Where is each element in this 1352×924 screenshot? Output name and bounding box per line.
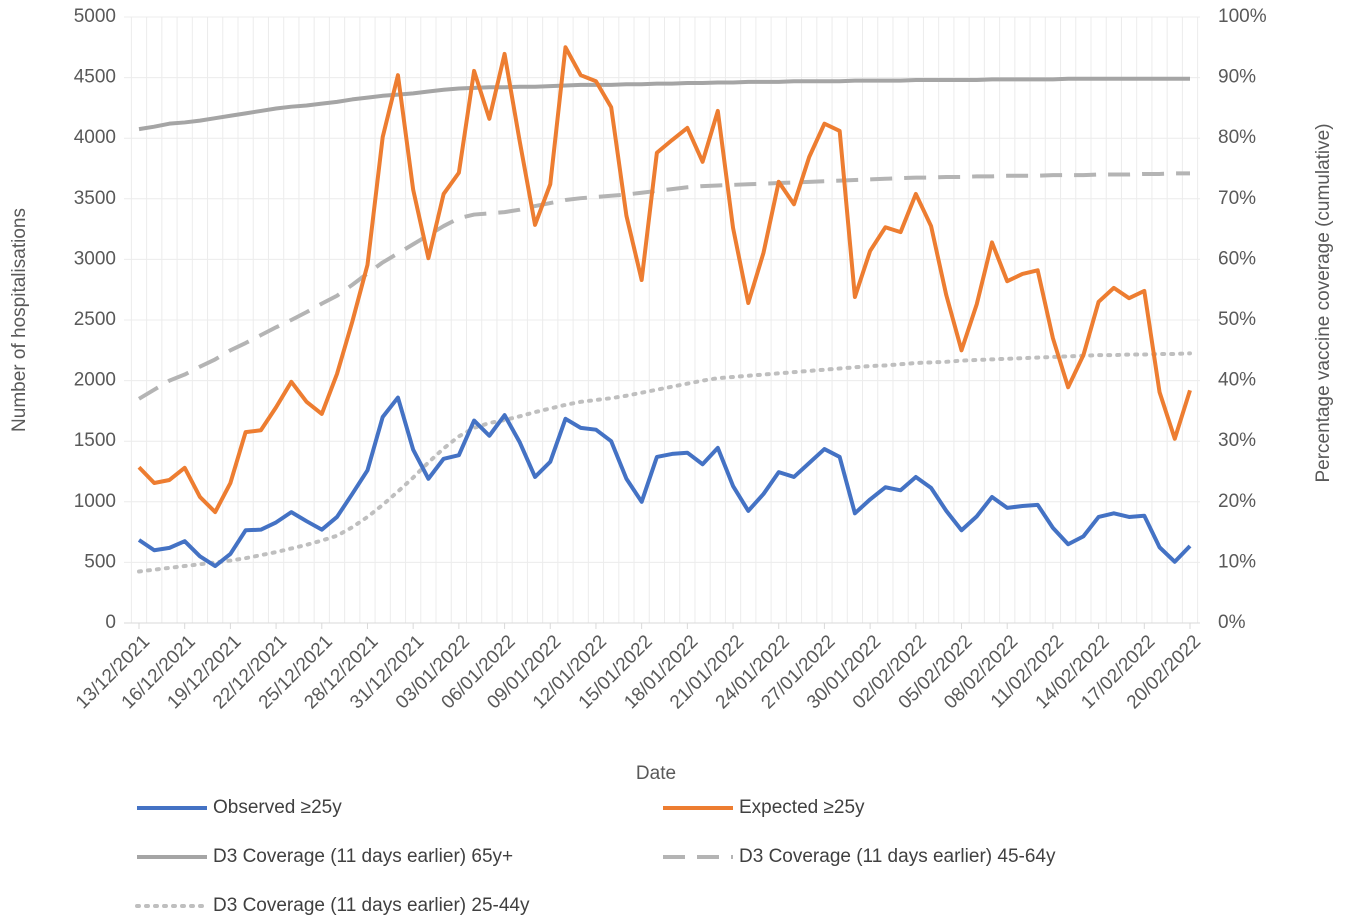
y-tick-label: 4500 (74, 67, 116, 88)
y-tick-label: 2500 (74, 309, 116, 330)
y2-tick-label: 70% (1218, 188, 1256, 209)
x-axis-title: Date (636, 763, 676, 784)
series-line (137, 45, 1192, 515)
legend-label: Expected ≥25y (739, 797, 865, 818)
y2-tick-label: 100% (1218, 6, 1267, 27)
y-axis-title: Number of hospitalisations (9, 208, 30, 432)
y-tick-label: 1500 (74, 430, 116, 451)
y-tick-label: 2000 (74, 370, 116, 391)
legend-label: Observed ≥25y (213, 797, 342, 818)
y2-axis-title: Percentage vaccine coverage (cumulative) (1313, 123, 1334, 482)
y2-tick-label: 30% (1218, 430, 1256, 451)
y2-tick-label: 50% (1218, 309, 1256, 330)
series-line (138, 76, 1190, 132)
legend-label: D3 Coverage (11 days earlier) 65y+ (213, 846, 513, 867)
y-tick-label: 0 (105, 612, 116, 633)
y2-tick-label: 40% (1218, 370, 1256, 391)
y2-tick-label: 60% (1218, 248, 1256, 269)
legend-label: D3 Coverage (11 days earlier) 25-44y (213, 895, 530, 916)
y2-tick-label: 10% (1218, 551, 1256, 572)
y2-tick-label: 80% (1218, 127, 1256, 148)
y-tick-label: 4000 (74, 127, 116, 148)
series-line (137, 171, 1190, 401)
y2-tick-label: 20% (1218, 491, 1256, 512)
y-tick-label: 3000 (74, 248, 116, 269)
legend-label: D3 Coverage (11 days earlier) 45-64y (739, 846, 1056, 867)
y-tick-label: 1000 (74, 491, 116, 512)
series-line (137, 395, 1192, 569)
y2-tick-label: 0% (1218, 612, 1246, 633)
y-tick-label: 500 (84, 551, 116, 572)
y2-tick-label: 90% (1218, 67, 1256, 88)
y-tick-label: 5000 (74, 6, 116, 27)
y-tick-label: 3500 (74, 188, 116, 209)
